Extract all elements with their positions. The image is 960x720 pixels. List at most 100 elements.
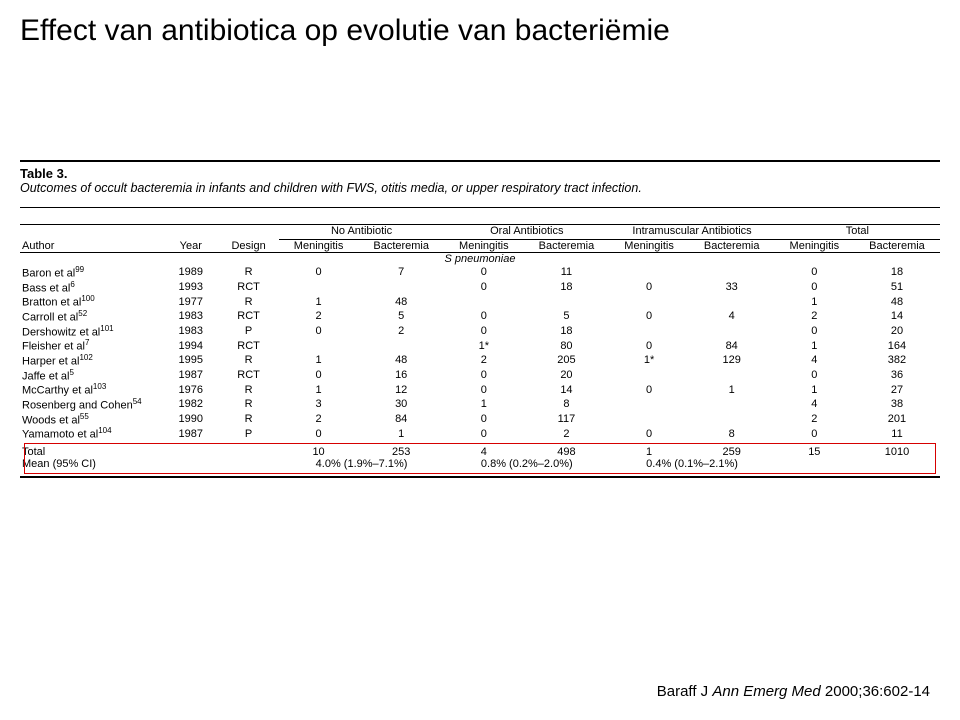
cell: 0 [609, 426, 688, 441]
cell [279, 338, 358, 353]
cell: 0 [279, 368, 358, 383]
cell: R [218, 353, 279, 368]
cell: 0 [279, 265, 358, 280]
cell: 18 [523, 324, 609, 339]
cell: 0 [609, 309, 688, 324]
group-header-oral: Oral Antibiotics [444, 225, 609, 240]
table-container: Table 3. Outcomes of occult bacteremia i… [20, 160, 940, 478]
cell: 20 [854, 324, 940, 339]
cell: 18 [854, 265, 940, 280]
cell: 1976 [163, 382, 218, 397]
cell: 36 [854, 368, 940, 383]
cell: 0 [775, 324, 854, 339]
cell: 80 [523, 338, 609, 353]
cell: 1983 [163, 324, 218, 339]
mean-oa: 0.8% (0.2%–2.0%) [444, 458, 609, 470]
table-row: Woods et al551990R28401172201 [20, 412, 940, 427]
table-row: Harper et al1021995R14822051*1294382 [20, 353, 940, 368]
table-row: Baron et al991989R07011018 [20, 265, 940, 280]
cell: 1 [279, 353, 358, 368]
total-oa-m: 4 [444, 446, 523, 458]
cell: 5 [358, 309, 444, 324]
mean-im: 0.4% (0.1%–2.1%) [609, 458, 774, 470]
group-header-im: Intramuscular Antibiotics [609, 225, 774, 240]
cell: 0 [444, 426, 523, 441]
cell: 0 [609, 338, 688, 353]
table-group-header-row: No Antibiotic Oral Antibiotics Intramusc… [20, 225, 940, 240]
table-row: Bass et al61993RCT018033051 [20, 280, 940, 295]
cell [689, 324, 775, 339]
cell-author: Harper et al102 [20, 353, 163, 368]
cell: 129 [689, 353, 775, 368]
cell: 2 [279, 309, 358, 324]
cell: 1 [689, 382, 775, 397]
cell: 164 [854, 338, 940, 353]
table-bottom-rule [20, 470, 940, 478]
cell [444, 294, 523, 309]
cell: 5 [523, 309, 609, 324]
cell [689, 294, 775, 309]
mean-na: 4.0% (1.9%–7.1%) [279, 458, 444, 470]
group-header-no-antibiotic: No Antibiotic [279, 225, 444, 240]
citation-journal: Ann Emerg Med [712, 683, 820, 700]
cell: 1990 [163, 412, 218, 427]
cell: P [218, 426, 279, 441]
table-row: Carroll et al521983RCT250504214 [20, 309, 940, 324]
table-row: McCarthy et al1031976R11201401127 [20, 382, 940, 397]
col-na-bact: Bacteremia [358, 240, 444, 253]
cell: 1989 [163, 265, 218, 280]
cell-author: Fleisher et al7 [20, 338, 163, 353]
cell: 8 [689, 426, 775, 441]
total-t-b: 1010 [854, 446, 940, 458]
cell [689, 368, 775, 383]
cell: R [218, 382, 279, 397]
cell: 0 [444, 382, 523, 397]
cell: 1994 [163, 338, 218, 353]
cell: 1 [279, 382, 358, 397]
cell [358, 338, 444, 353]
cell: 14 [854, 309, 940, 324]
section-row: S pneumoniae [20, 253, 940, 266]
total-row: Total 10 253 4 498 1 259 15 1010 [20, 446, 940, 458]
col-im-mening: Meningitis [609, 240, 688, 253]
cell: R [218, 412, 279, 427]
table-row: Rosenberg and Cohen541982R33018438 [20, 397, 940, 412]
cell-author: Yamamoto et al104 [20, 426, 163, 441]
table-caption-label: Table 3. [20, 166, 940, 181]
cell: 2 [358, 324, 444, 339]
total-im-m: 1 [609, 446, 688, 458]
cell: 2 [523, 426, 609, 441]
cell: 30 [358, 397, 444, 412]
cell [609, 368, 688, 383]
cell: 117 [523, 412, 609, 427]
page-title: Effect van antibiotica op evolutie van b… [20, 14, 670, 48]
table-row: Yamamoto et al1041987P010208011 [20, 426, 940, 441]
cell: 2 [775, 412, 854, 427]
col-oa-mening: Meningitis [444, 240, 523, 253]
cell: 48 [854, 294, 940, 309]
citation-rest: 2000;36:602-14 [821, 683, 930, 700]
cell-author: Rosenberg and Cohen54 [20, 397, 163, 412]
citation-author: Baraff J [657, 683, 713, 700]
total-im-b: 259 [689, 446, 775, 458]
cell: 1 [775, 338, 854, 353]
cell: 2 [775, 309, 854, 324]
cell: 1* [444, 338, 523, 353]
cell [609, 412, 688, 427]
cell: RCT [218, 338, 279, 353]
table-body: S pneumoniae Baron et al991989R07011018B… [20, 253, 940, 442]
total-oa-b: 498 [523, 446, 609, 458]
cell [689, 412, 775, 427]
cell-author: Baron et al99 [20, 265, 163, 280]
cell: 4 [775, 397, 854, 412]
cell: 0 [609, 280, 688, 295]
cell: RCT [218, 280, 279, 295]
cell [689, 265, 775, 280]
cell: 1983 [163, 309, 218, 324]
col-t-mening: Meningitis [775, 240, 854, 253]
cell [609, 265, 688, 280]
cell: 11 [854, 426, 940, 441]
cell: 51 [854, 280, 940, 295]
cell: 0 [444, 309, 523, 324]
cell: 14 [523, 382, 609, 397]
